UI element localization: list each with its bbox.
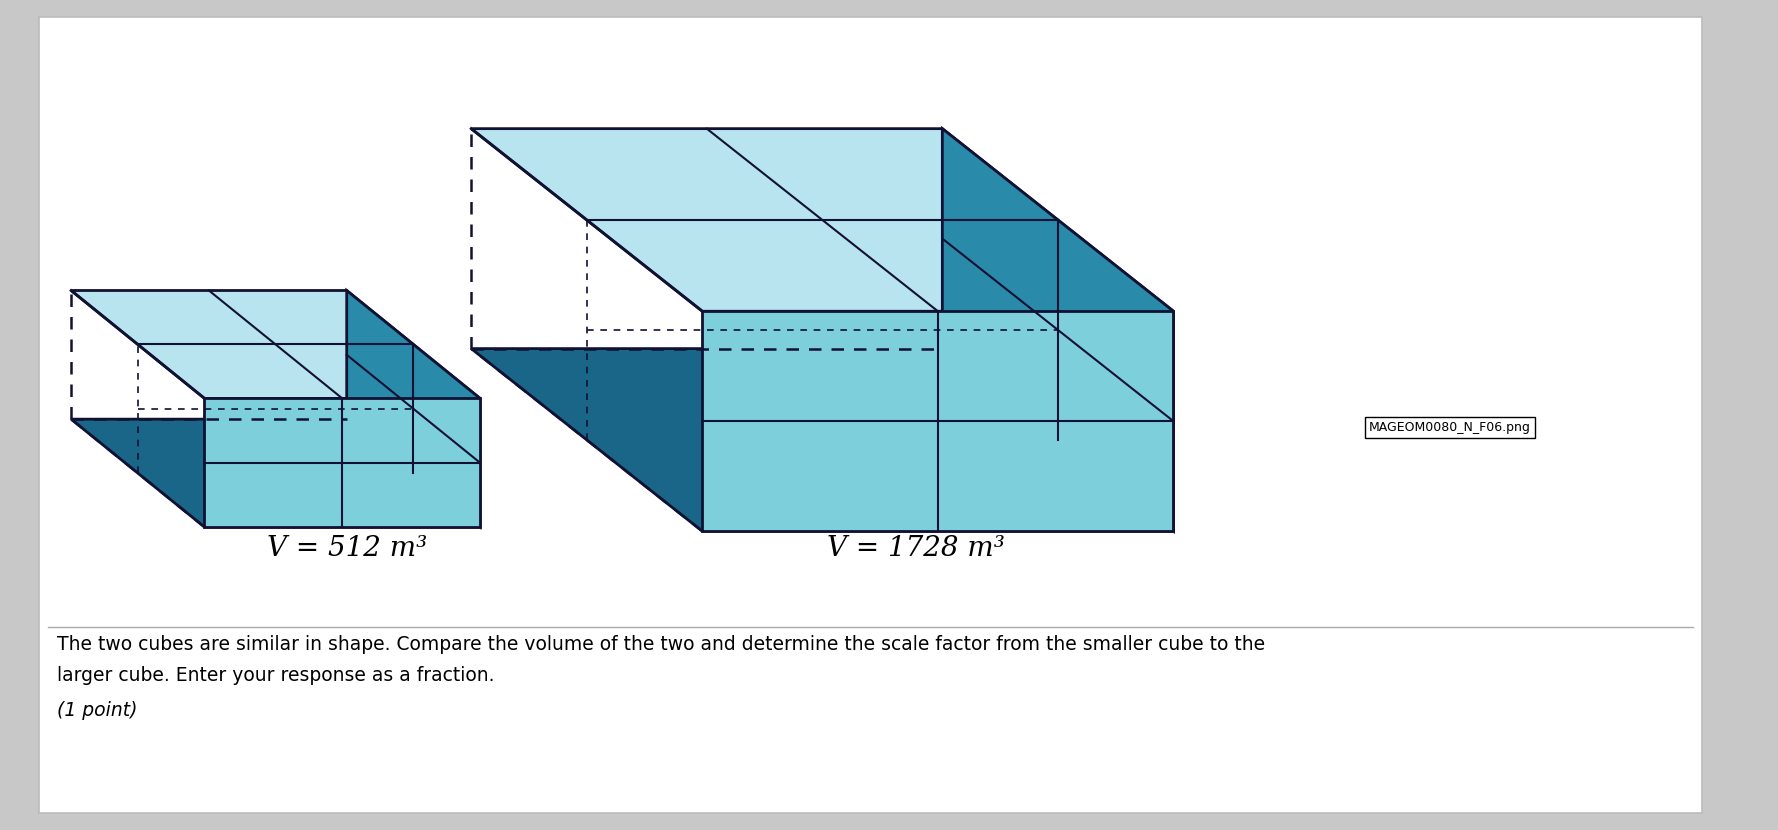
Text: The two cubes are similar in shape. Compare the volume of the two and determine : The two cubes are similar in shape. Comp… bbox=[57, 635, 1264, 685]
Polygon shape bbox=[471, 129, 1173, 311]
Text: (1 point): (1 point) bbox=[57, 701, 137, 720]
Polygon shape bbox=[204, 398, 480, 527]
Polygon shape bbox=[71, 290, 480, 398]
Polygon shape bbox=[702, 311, 1173, 531]
Polygon shape bbox=[71, 419, 480, 527]
Polygon shape bbox=[471, 349, 1173, 531]
FancyBboxPatch shape bbox=[39, 17, 1702, 813]
Polygon shape bbox=[942, 129, 1173, 531]
Text: V = 1728 m³: V = 1728 m³ bbox=[827, 535, 1005, 563]
Text: MAGEOM0080_N_F06.png: MAGEOM0080_N_F06.png bbox=[1369, 421, 1531, 434]
Polygon shape bbox=[347, 290, 480, 527]
Text: V = 512 m³: V = 512 m³ bbox=[267, 535, 427, 563]
